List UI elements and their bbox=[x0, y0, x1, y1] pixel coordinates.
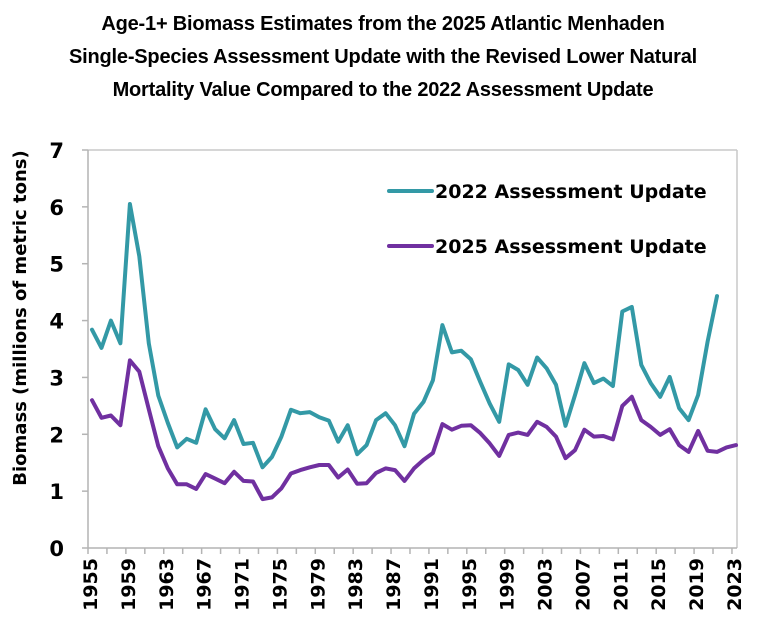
x-axis: 1955 1959 1963 1967 1971 1975 1979 1983 1987 1991… bbox=[80, 548, 746, 611]
y-axis-title: Biomass (millions of metric tons) bbox=[10, 150, 31, 485]
plot-frame bbox=[87, 149, 738, 549]
chart-title-line-1: Age-1+ Biomass Estimates from the 2025 A… bbox=[101, 13, 665, 35]
legend-label: 2022 Assessment Update bbox=[435, 181, 707, 203]
x-tick-label: 1963 bbox=[156, 558, 178, 611]
x-tick-label: 2007 bbox=[572, 558, 594, 611]
x-tick-label: 2011 bbox=[610, 558, 632, 611]
series-line-2022 bbox=[90, 202, 719, 470]
y-tick-label: 6 bbox=[49, 196, 64, 220]
x-tick-label: 2019 bbox=[686, 558, 708, 611]
y-tick-label: 2 bbox=[49, 423, 64, 447]
x-tick-label: 1991 bbox=[421, 558, 443, 611]
y-tick-label: 5 bbox=[49, 253, 64, 277]
chart-title-line-3: Mortality Value Compared to the 2022 Ass… bbox=[112, 79, 654, 101]
chart-title: Age-1+ Biomass Estimates from the 2025 A… bbox=[0, 8, 766, 107]
x-tick-label: 1987 bbox=[383, 558, 405, 611]
chart-title-line-2: Single-Species Assessment Update with th… bbox=[69, 46, 697, 68]
x-tick-label: 2023 bbox=[724, 558, 746, 611]
y-tick-label: 7 bbox=[49, 139, 64, 163]
y-tick-label: 0 bbox=[49, 537, 64, 561]
x-tick-label: 1971 bbox=[232, 558, 254, 611]
x-tick-label: 1967 bbox=[194, 558, 216, 611]
x-tick-label: 1983 bbox=[345, 558, 367, 611]
series-line-2025 bbox=[90, 358, 738, 502]
y-axis: 0 1 2 3 4 5 6 7 bbox=[49, 139, 88, 561]
y-tick-label: 4 bbox=[49, 310, 64, 334]
x-tick-label: 1955 bbox=[80, 558, 102, 611]
x-tick-label: 1999 bbox=[497, 558, 519, 611]
y-tick-label: 3 bbox=[49, 366, 64, 390]
x-tick-label: 2015 bbox=[648, 558, 670, 611]
x-tick-label: 1979 bbox=[307, 558, 329, 611]
x-tick-label: 1995 bbox=[459, 558, 481, 611]
x-tick-label: 1975 bbox=[269, 558, 291, 611]
legend: 2022 Assessment Update 2025 Assessment Up… bbox=[387, 181, 707, 258]
series-layer bbox=[90, 202, 738, 502]
legend-label: 2025 Assessment Update bbox=[435, 236, 707, 258]
x-tick-label: 1959 bbox=[118, 558, 140, 611]
y-tick-label: 1 bbox=[49, 480, 64, 504]
x-tick-label: 2003 bbox=[535, 558, 557, 611]
